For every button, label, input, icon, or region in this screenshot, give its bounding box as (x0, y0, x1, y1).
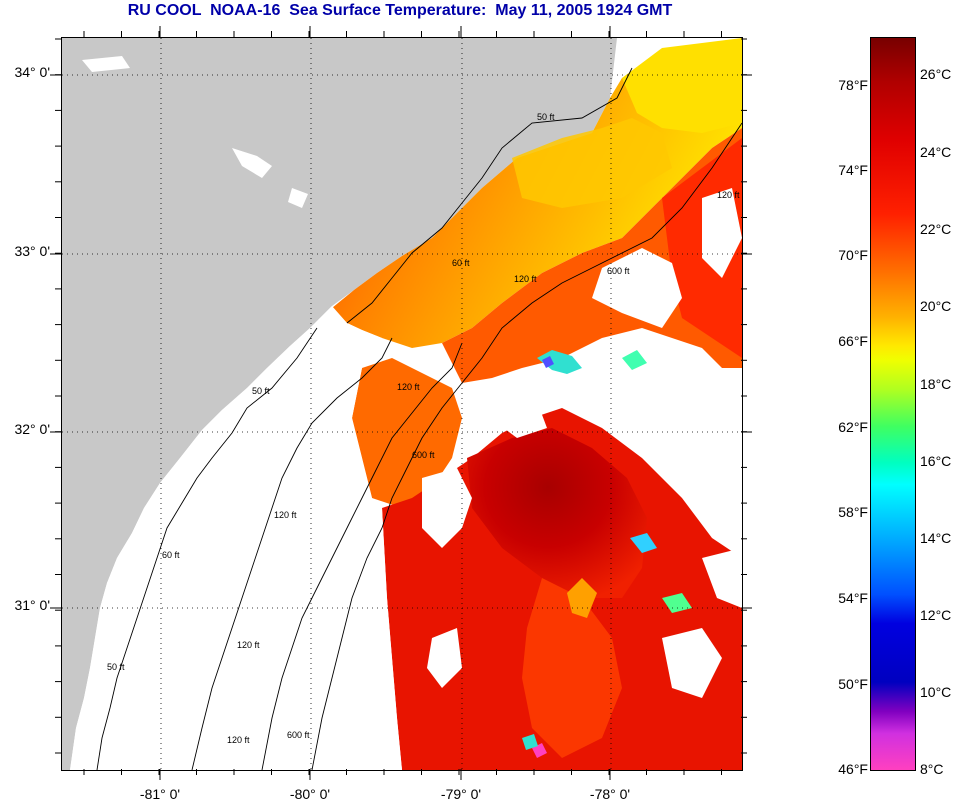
colorbar-fahrenheit-label: 62°F (838, 419, 868, 435)
isobath-label: 120 ft (397, 382, 420, 392)
colorbar-fahrenheit-label: 54°F (838, 590, 868, 606)
nearshore-cloud (70, 306, 402, 770)
isobath-label: 120 ft (227, 735, 250, 745)
land-mass (62, 38, 617, 770)
cloud-patch (422, 468, 472, 548)
colorbar-fahrenheit-label: 74°F (838, 162, 868, 178)
colorbar-celsius-label: 8°C (920, 761, 944, 777)
isobath-contours (96, 67, 742, 770)
isobath-label: 50 ft (537, 112, 555, 122)
isobath-label: 60 ft (452, 258, 470, 268)
isobath-label: 50 ft (252, 386, 270, 396)
sst-map-canvas: 50 ft 60 ft 120 ft 600 ft 120 ft 50 ft 6… (62, 38, 742, 770)
isobath-label: 120 ft (717, 190, 740, 200)
colorbar-celsius-label: 16°C (920, 453, 952, 469)
latitude-label: 32° 0' (14, 421, 50, 437)
temperature-colorbar (870, 37, 916, 771)
isobath-label: 600 ft (412, 450, 435, 460)
longitude-label: -80° 0' (289, 786, 331, 802)
colorbar-fahrenheit-label: 46°F (838, 761, 868, 777)
isobath-label: 120 ft (514, 274, 537, 284)
isobath-label: 120 ft (274, 510, 297, 520)
graticule (62, 38, 742, 770)
isobath-label: 600 ft (607, 266, 630, 276)
colorbar-celsius-label: 18°C (920, 376, 952, 392)
colorbar-fahrenheit-label: 70°F (838, 247, 868, 263)
longitude-label: -79° 0' (440, 786, 482, 802)
chart-title: RU COOL NOAA-16 Sea Surface Temperature:… (127, 2, 673, 19)
colorbar-celsius-label: 20°C (920, 298, 952, 314)
colorbar-celsius-label: 14°C (920, 530, 952, 546)
isobath-labels: 50 ft 60 ft 120 ft 600 ft 120 ft 50 ft 6… (107, 112, 740, 745)
longitude-label: -81° 0' (139, 786, 181, 802)
colorbar-celsius-label: 22°C (920, 221, 952, 237)
sst-map: 50 ft 60 ft 120 ft 600 ft 120 ft 50 ft 6… (61, 37, 743, 771)
latitude-label: 33° 0' (14, 243, 50, 259)
warm-north-patch (622, 38, 742, 133)
isobath-label: 60 ft (162, 550, 180, 560)
cloud-over-land (82, 56, 308, 208)
colorbar-fahrenheit-label: 50°F (838, 676, 868, 692)
colorbar-fahrenheit-label: 66°F (838, 333, 868, 349)
cloud-patch (592, 248, 682, 328)
latitude-label: 31° 0' (14, 597, 50, 613)
colorbar-celsius-label: 26°C (920, 66, 952, 82)
latitude-label: 34° 0' (14, 64, 50, 80)
isobath-label: 50 ft (107, 662, 125, 672)
isobath-label: 120 ft (237, 640, 260, 650)
colorbar-celsius-label: 24°C (920, 144, 952, 160)
longitude-label: -78° 0' (589, 786, 631, 802)
colorbar-fahrenheit-label: 78°F (838, 77, 868, 93)
colorbar-celsius-label: 10°C (920, 684, 952, 700)
colorbar-fahrenheit-label: 58°F (838, 504, 868, 520)
colorbar-celsius-label: 12°C (920, 607, 952, 623)
isobath-label: 600 ft (287, 730, 310, 740)
